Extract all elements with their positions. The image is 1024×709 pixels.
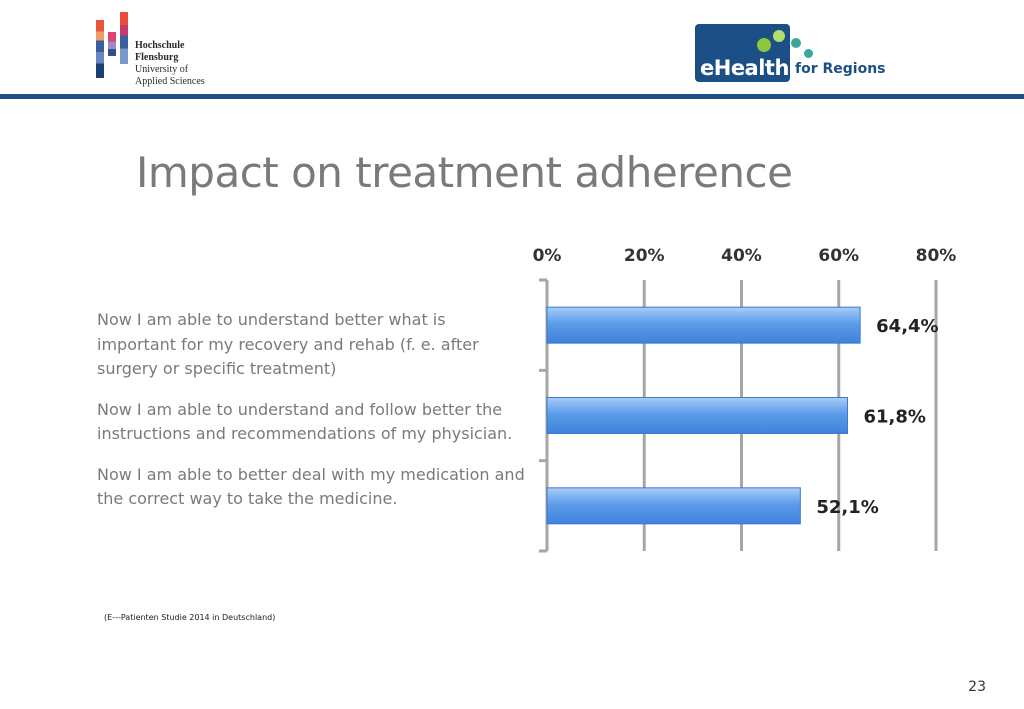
statement-item: Now I am able to better deal with my med…: [97, 464, 525, 509]
green-dot-icon: [757, 38, 771, 52]
data-label: 64,4%: [876, 316, 938, 337]
logo-sub-text: for Regions: [795, 61, 886, 77]
x-tick-label: 0%: [533, 246, 562, 266]
logo-main-text: eHealth: [700, 56, 789, 80]
logo-bar: [108, 32, 116, 56]
project-logo: eHealth for Regions: [695, 24, 895, 84]
teal-dot-icon: [804, 49, 813, 58]
x-tick-label: 80%: [916, 246, 957, 266]
x-tick-label: 40%: [721, 246, 762, 266]
logo-bar: [120, 12, 128, 64]
page-number: 23: [968, 679, 986, 695]
bar-chart: 0% 20% 40% 60% 80% 64,4% 61,8% 52,1%: [533, 246, 957, 553]
statement-item: Now I am able to understand better what …: [97, 310, 479, 378]
green-dot-icon: [773, 30, 785, 42]
data-label: 61,8%: [864, 407, 926, 428]
x-tick-label: 60%: [818, 246, 859, 266]
slide-title: Impact on treatment adherence: [136, 148, 793, 197]
data-label: 52,1%: [816, 497, 878, 518]
statement-list: Now I am able to understand better what …: [97, 308, 527, 528]
statement-item: Now I am able to understand and follow b…: [97, 399, 513, 444]
university-name: Hochschule Flensburg University of Appli…: [135, 40, 205, 87]
teal-dot-icon: [791, 38, 801, 48]
source-note: (E---Patienten Studie 2014 in Deutschlan…: [104, 613, 276, 622]
x-tick-label: 20%: [624, 246, 665, 266]
header-rule: [0, 94, 1024, 99]
university-logo: Hochschule Flensburg University of Appli…: [92, 12, 222, 92]
bar: [546, 487, 801, 525]
bar: [546, 397, 849, 434]
logo-bar: [96, 20, 104, 78]
bar: [546, 306, 861, 344]
